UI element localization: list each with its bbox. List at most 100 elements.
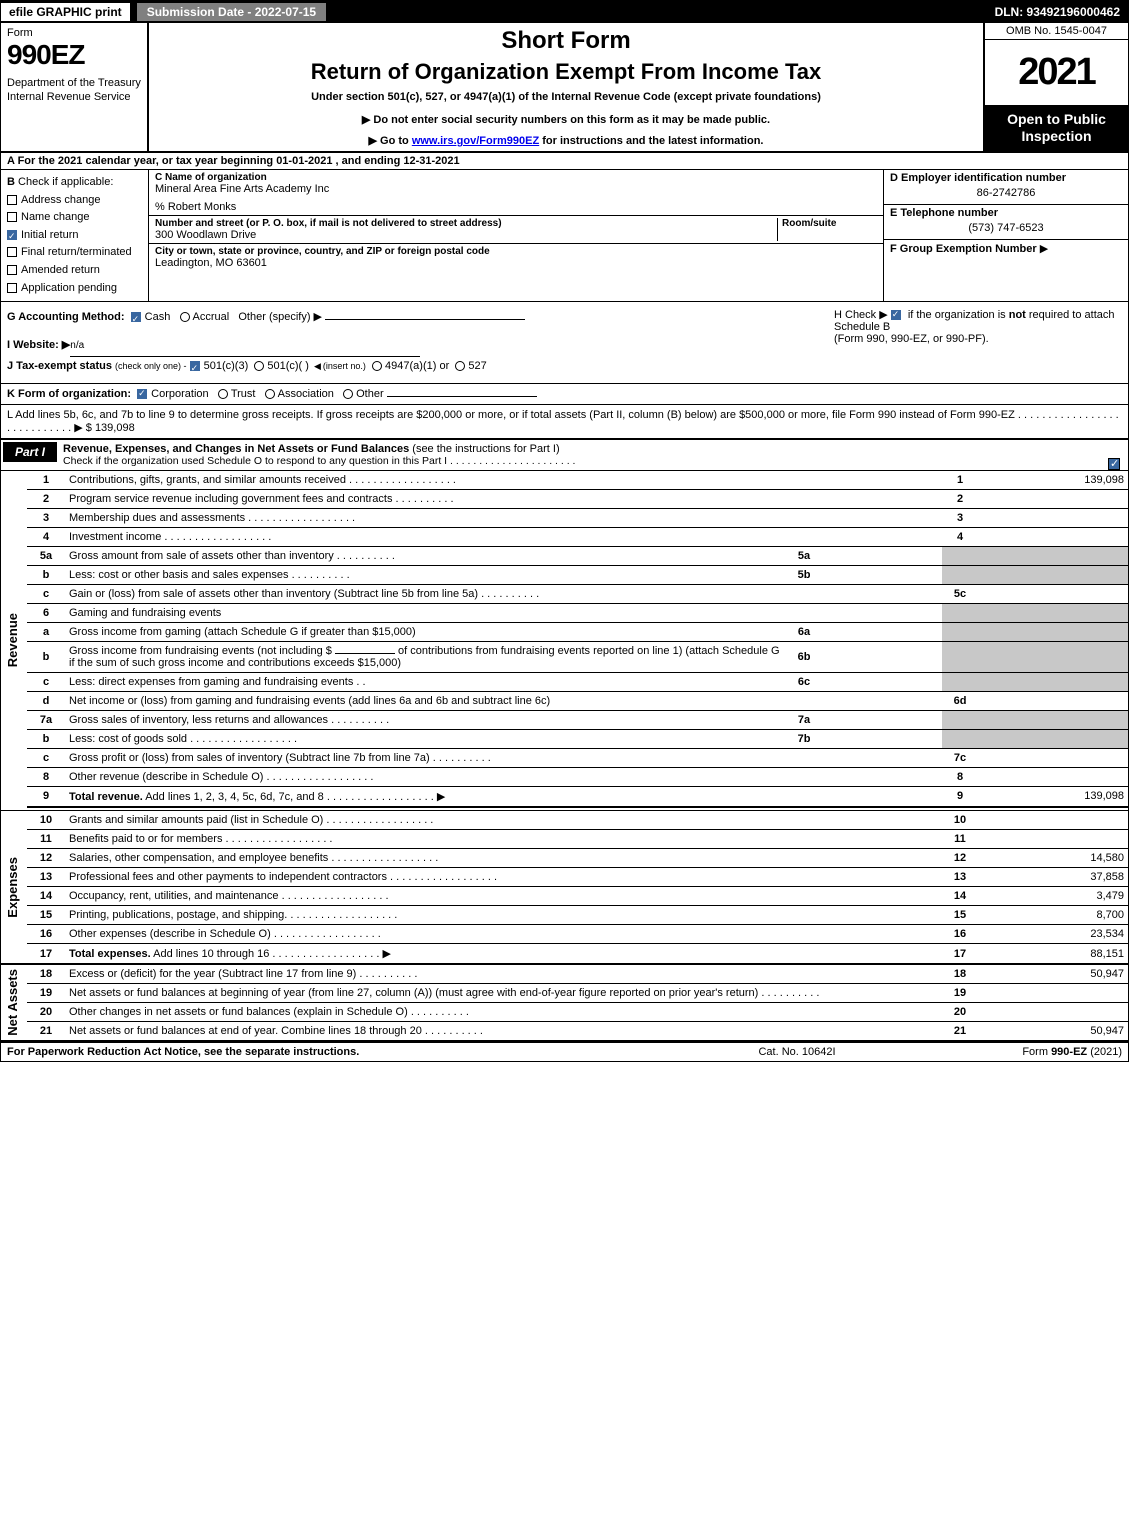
l6c-desc: Less: direct expenses from gaming and fu… [69, 676, 353, 688]
l5c-dots: . . . . . . . . . . [478, 588, 539, 600]
lbl-address-change: Address change [21, 194, 101, 206]
l21-dots: . . . . . . . . . . [422, 1025, 483, 1037]
l6c-rval [978, 672, 1128, 691]
l-val: ▶ $ 139,098 [74, 422, 134, 434]
line-15: 15 Printing, publications, postage, and … [1, 906, 1128, 925]
l18-rnum: 18 [942, 964, 978, 984]
l6c-rnum [942, 672, 978, 691]
side-net-assets: Net Assets [1, 964, 27, 1041]
l5c-rnum: 5c [942, 584, 978, 603]
c-name-row: C Name of organization Mineral Area Fine… [149, 170, 883, 216]
lbl-insert: (insert no.) [323, 361, 366, 371]
l4-dots: . . . . . . . . . . . . . . . . . . [161, 531, 271, 543]
line-7a: 7a Gross sales of inventory, less return… [1, 710, 1128, 729]
l2-desc: Program service revenue including govern… [69, 493, 392, 505]
other-org-line[interactable] [387, 396, 537, 397]
l13-rnum: 13 [942, 868, 978, 887]
l11-dots: . . . . . . . . . . . . . . . . . . [222, 833, 332, 845]
l9-val: 139,098 [978, 786, 1128, 807]
lbl-initial-return: Initial return [21, 229, 78, 241]
l4-rnum: 4 [942, 527, 978, 546]
chk-initial-return[interactable] [7, 230, 17, 240]
l17-dots: . . . . . . . . . . . . . . . . . . [269, 948, 379, 960]
part-i-check-line: Check if the organization used Schedule … [63, 455, 1108, 467]
chk-corporation[interactable] [137, 389, 147, 399]
l9-rnum: 9 [942, 786, 978, 807]
l3-dots: . . . . . . . . . . . . . . . . . . [245, 512, 355, 524]
line-6a: a Gross income from gaming (attach Sched… [1, 622, 1128, 641]
l18-num: 18 [27, 964, 65, 984]
l6b-desc: Gross income from fundraising events (no… [69, 645, 332, 657]
f-arrow: ▶ [1040, 243, 1048, 255]
l11-rnum: 11 [942, 830, 978, 849]
l20-dots: . . . . . . . . . . [408, 1006, 469, 1018]
short-form-title: Short Form [157, 27, 975, 55]
org-name: Mineral Area Fine Arts Academy Inc [155, 183, 877, 195]
line-20: 20 Other changes in net assets or fund b… [1, 1003, 1128, 1022]
l5a-mnum: 5a [786, 546, 822, 565]
lbl-cash: Cash [145, 311, 171, 323]
side-revenue: Revenue [1, 471, 27, 811]
chk-name-change[interactable] [7, 212, 17, 222]
chk-final-return[interactable] [7, 247, 17, 257]
row-a-calendar: A For the 2021 calendar year, or tax yea… [1, 153, 1128, 170]
c-street-row: Number and street (or P. O. box, if mail… [149, 216, 883, 244]
chk-association[interactable] [265, 389, 275, 399]
chk-address-change[interactable] [7, 195, 17, 205]
l20-desc: Other changes in net assets or fund bala… [69, 1006, 408, 1018]
chk-amended-return[interactable] [7, 265, 17, 275]
line-17: 17 Total expenses. Add lines 10 through … [1, 944, 1128, 965]
section-ghij: G Accounting Method: Cash Accrual Other … [1, 302, 1128, 383]
line-8: 8 Other revenue (describe in Schedule O)… [1, 767, 1128, 786]
l13-desc: Professional fees and other payments to … [69, 871, 387, 883]
other-specify-line[interactable] [325, 319, 525, 320]
chk-501c3[interactable] [190, 361, 200, 371]
l13-num: 13 [27, 868, 65, 887]
side-expenses: Expenses [1, 811, 27, 965]
l15-desc: Printing, publications, postage, and shi… [69, 909, 287, 921]
return-title: Return of Organization Exempt From Incom… [157, 59, 975, 85]
chk-527[interactable] [455, 361, 465, 371]
part-i-check-box-wrap [1108, 440, 1128, 470]
l5b-rval [978, 565, 1128, 584]
chk-cash[interactable] [131, 312, 141, 322]
chk-501c[interactable] [254, 361, 264, 371]
goto-pre: ▶ Go to [369, 135, 412, 147]
l12-dots: . . . . . . . . . . . . . . . . . . [328, 852, 438, 864]
chk-h[interactable] [891, 310, 901, 320]
l8-dots: . . . . . . . . . . . . . . . . . . [263, 771, 373, 783]
form-header: Form 990EZ Department of the Treasury In… [1, 23, 1128, 153]
l19-dots: . . . . . . . . . . [758, 987, 819, 999]
irs-link[interactable]: www.irs.gov/Form990EZ [412, 135, 539, 147]
c-city-label: City or town, state or province, country… [155, 246, 877, 257]
chk-part-i-schedule-o[interactable] [1108, 458, 1120, 470]
l10-val [978, 811, 1128, 830]
l18-dots: . . . . . . . . . . [356, 968, 417, 980]
chk-other-org[interactable] [343, 389, 353, 399]
ghij-left: G Accounting Method: Cash Accrual Other … [1, 302, 828, 382]
line-5a: 5a Gross amount from sale of assets othe… [1, 546, 1128, 565]
l6-rnum [942, 603, 978, 622]
header-left: Form 990EZ Department of the Treasury In… [1, 23, 149, 151]
chk-accrual[interactable] [180, 312, 190, 322]
line-21: 21 Net assets or fund balances at end of… [1, 1022, 1128, 1042]
l15-num: 15 [27, 906, 65, 925]
l7c-rnum: 7c [942, 748, 978, 767]
goto-line: ▶ Go to www.irs.gov/Form990EZ for instru… [157, 134, 975, 147]
l1-num: 1 [27, 471, 65, 490]
l5c-num: c [27, 584, 65, 603]
l19-num: 19 [27, 984, 65, 1003]
l5b-dots: . . . . . . . . . . [289, 569, 350, 581]
l20-num: 20 [27, 1003, 65, 1022]
l17-num: 17 [27, 944, 65, 965]
chk-4947[interactable] [372, 361, 382, 371]
l6d-desc: Net income or (loss) from gaming and fun… [69, 695, 550, 707]
l5b-mval [822, 565, 942, 584]
line-10: Expenses 10 Grants and similar amounts p… [1, 811, 1128, 830]
l3-rnum: 3 [942, 508, 978, 527]
l7c-val [978, 748, 1128, 767]
l21-rnum: 21 [942, 1022, 978, 1042]
chk-application-pending[interactable] [7, 283, 17, 293]
chk-trust[interactable] [218, 389, 228, 399]
l6b-blank[interactable] [335, 653, 395, 654]
